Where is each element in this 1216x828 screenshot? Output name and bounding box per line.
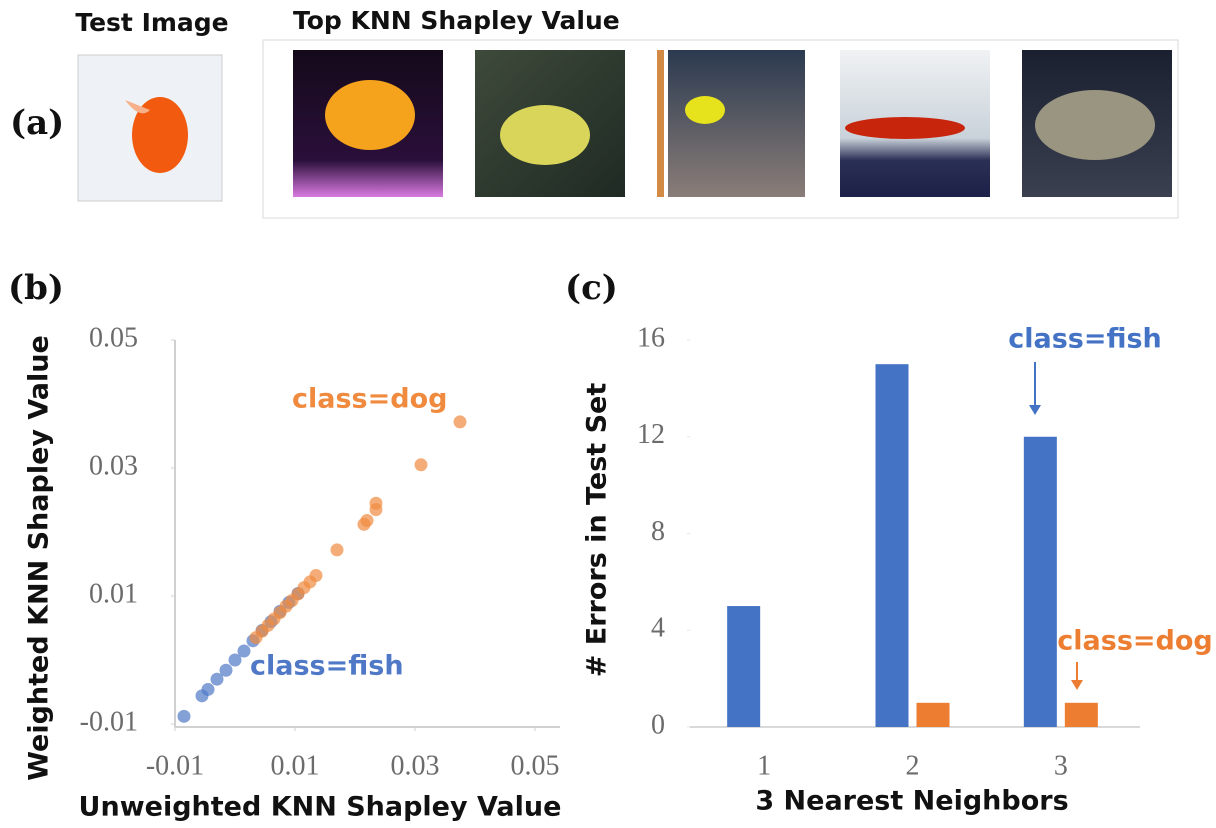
scatter-point bbox=[330, 543, 344, 557]
arrow-head bbox=[1029, 405, 1041, 415]
x-tick-label: 2 bbox=[906, 750, 920, 781]
series-label: class=fish bbox=[250, 651, 404, 682]
scatter-point bbox=[360, 513, 374, 527]
x-tick-label: 0.05 bbox=[511, 750, 560, 781]
x-tick-label: 0.03 bbox=[391, 750, 440, 781]
bar bbox=[916, 702, 950, 727]
arrow-head bbox=[1071, 680, 1083, 690]
scatter-point bbox=[219, 663, 233, 677]
y-axis-title: # Errors in Test Set bbox=[582, 383, 613, 678]
neighbor-images bbox=[293, 50, 1172, 197]
series-label: class=dog bbox=[292, 384, 447, 415]
panel-label: (b) bbox=[8, 268, 64, 308]
panel-label: (a) bbox=[10, 103, 64, 143]
series-label: class=fish bbox=[1008, 324, 1162, 355]
y-tick-label: 12 bbox=[637, 419, 665, 450]
y-tick-label: 0.03 bbox=[89, 450, 138, 481]
x-tick-label: 3 bbox=[1054, 750, 1068, 781]
x-axis-title: Unweighted KNN Shapley Value bbox=[79, 792, 562, 823]
bar bbox=[727, 606, 761, 727]
scatter-point bbox=[237, 644, 251, 658]
y-tick-label: 0.01 bbox=[89, 578, 138, 609]
scatter-point bbox=[177, 709, 191, 723]
top-images-title: Top KNN Shapley Value bbox=[293, 6, 620, 35]
x-tick-label: -0.01 bbox=[146, 750, 204, 781]
scatter-point bbox=[309, 569, 323, 583]
y-tick-label: 0.05 bbox=[89, 322, 138, 353]
scatter-point bbox=[210, 672, 224, 686]
scatter-point bbox=[414, 458, 428, 472]
x-tick-label: 1 bbox=[757, 750, 771, 781]
y-tick-label: -0.01 bbox=[80, 706, 138, 737]
test-image-title: Test Image bbox=[75, 8, 228, 37]
panel-label: (c) bbox=[565, 268, 618, 308]
x-tick-label: 0.01 bbox=[271, 750, 320, 781]
bar bbox=[1023, 436, 1057, 727]
image-frame bbox=[262, 39, 1179, 219]
bar bbox=[1064, 702, 1098, 727]
series-label: class=dog bbox=[1057, 626, 1212, 657]
y-tick-label: 8 bbox=[651, 516, 665, 547]
y-tick-label: 0 bbox=[651, 709, 665, 740]
y-tick-label: 4 bbox=[651, 613, 665, 644]
scatter-point bbox=[228, 653, 242, 667]
x-axis-title: 3 Nearest Neighbors bbox=[755, 786, 1068, 817]
test-image bbox=[77, 54, 223, 202]
y-tick-label: 16 bbox=[637, 322, 665, 353]
scatter-point bbox=[369, 496, 383, 510]
bar bbox=[875, 364, 909, 727]
y-axis-title: Weighted KNN Shapley Value bbox=[24, 335, 55, 781]
scatter-point bbox=[453, 415, 467, 429]
scatter-point bbox=[201, 682, 215, 696]
